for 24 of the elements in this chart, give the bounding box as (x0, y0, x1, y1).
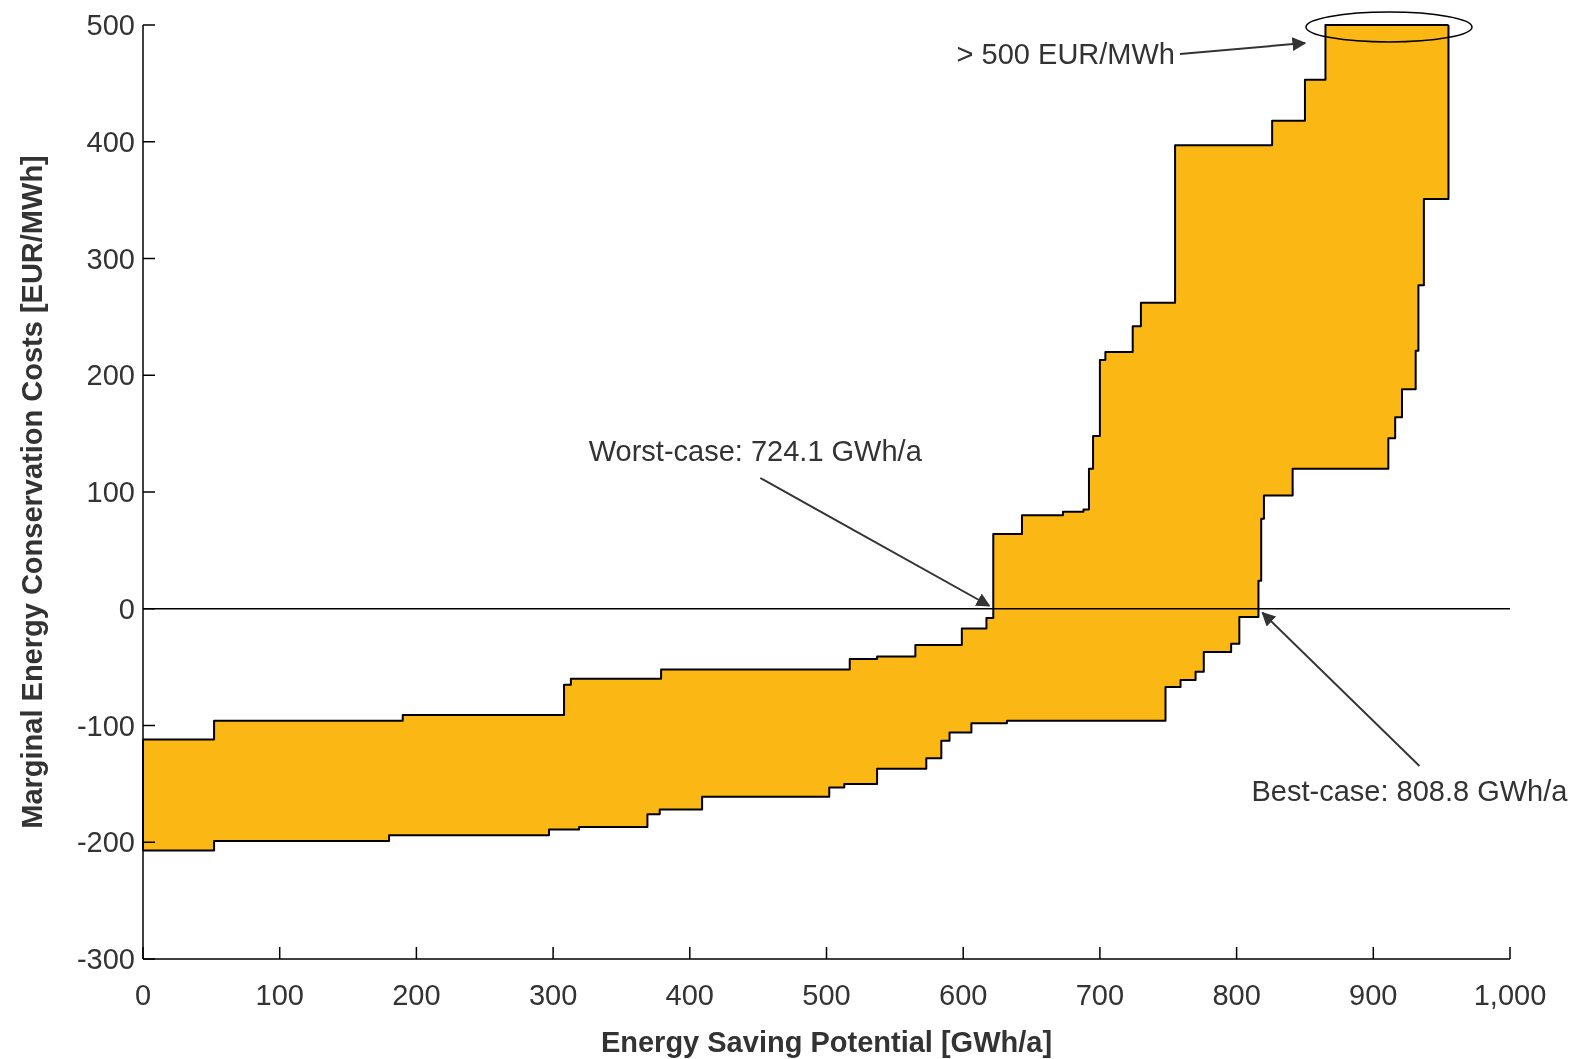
x-tick-label: 900 (1349, 979, 1398, 1011)
y-tick-label: 400 (86, 125, 135, 158)
x-tick-label: 700 (1075, 979, 1125, 1011)
y-tick-label: 0 (118, 592, 135, 625)
x-tick-label: 1,000 (1473, 979, 1547, 1011)
x-tick-label: 300 (528, 979, 578, 1011)
x-tick-label: 200 (392, 979, 441, 1011)
x-axis-title: Energy Saving Potential [GWh/a] (600, 1026, 1053, 1058)
y-tick-label: -100 (76, 709, 135, 742)
x-tick-label: 600 (939, 979, 988, 1011)
y-tick-label: 200 (86, 359, 135, 392)
annotation: > 500 EUR/MWh (956, 38, 1175, 71)
y-axis-title: Marginal Energy Conservation Costs [EUR/MWh] (16, 155, 48, 829)
x-tick-label: 500 (802, 979, 851, 1011)
y-tick-label: 300 (86, 242, 135, 275)
x-tick-label: 800 (1212, 979, 1261, 1011)
x-tick-label: 100 (255, 979, 304, 1011)
y-tick-label: 100 (86, 476, 135, 509)
annotation: Worst-case: 724.1 GWh/a (588, 435, 923, 468)
y-tick-label: 500 (86, 9, 135, 42)
annotation: Best-case: 808.8 GWh/a (1251, 775, 1569, 808)
y-tick-label: -300 (76, 943, 135, 976)
x-tick-label: 400 (665, 979, 714, 1011)
y-tick-label: -200 (76, 826, 135, 859)
